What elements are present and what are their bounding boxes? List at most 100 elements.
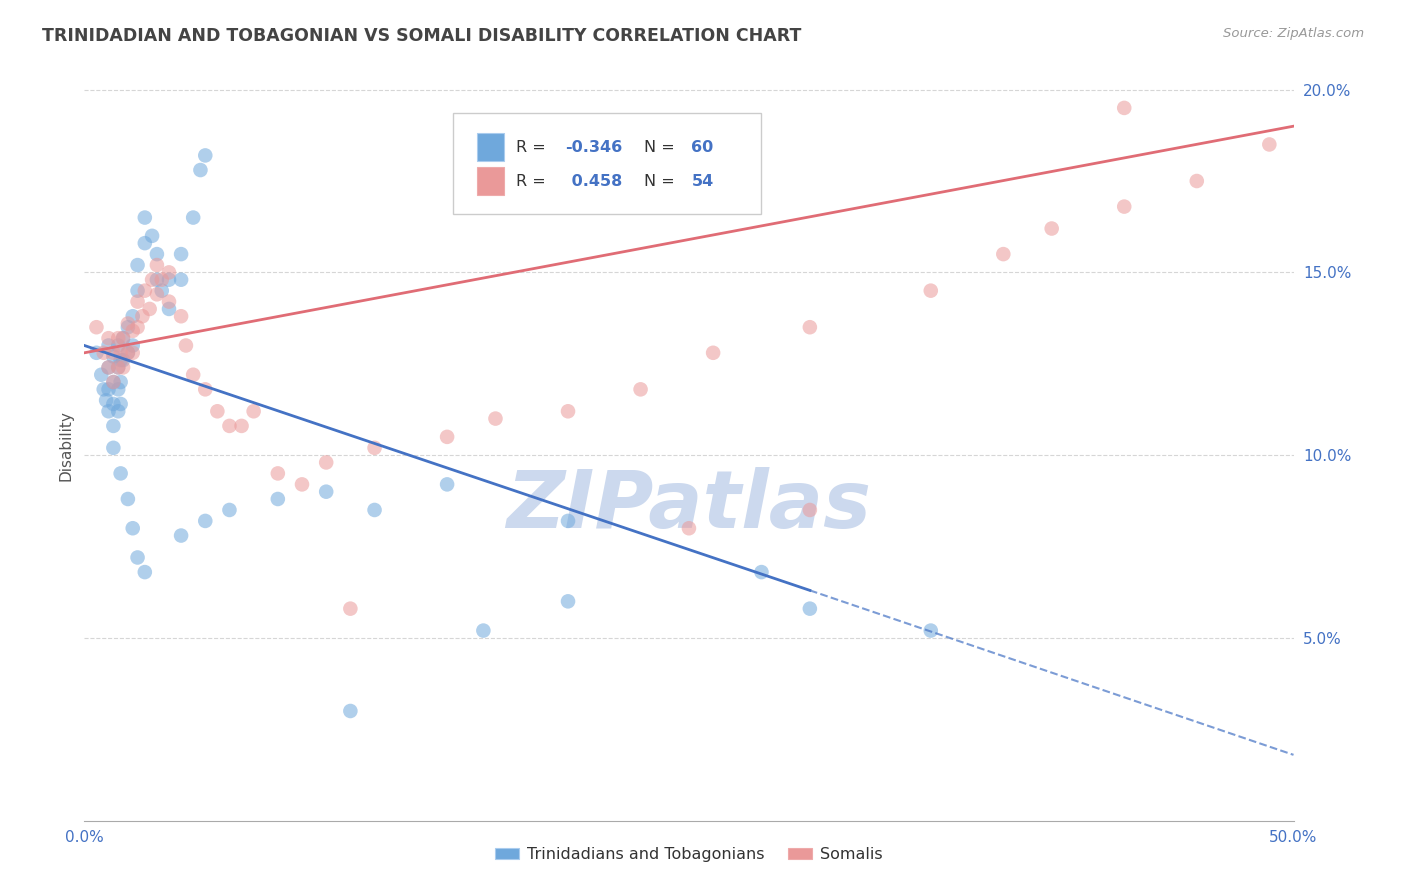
Point bbox=[170, 247, 193, 261]
Point bbox=[146, 247, 169, 261]
Point bbox=[110, 397, 132, 411]
Point bbox=[194, 514, 217, 528]
Point bbox=[150, 273, 173, 287]
Point bbox=[157, 265, 180, 279]
Point bbox=[267, 467, 290, 481]
Point bbox=[630, 382, 652, 396]
Point bbox=[557, 404, 579, 418]
Text: TRINIDADIAN AND TOBAGONIAN VS SOMALI DISABILITY CORRELATION CHART: TRINIDADIAN AND TOBAGONIAN VS SOMALI DIS… bbox=[42, 27, 801, 45]
Point bbox=[103, 418, 125, 433]
Point bbox=[112, 331, 135, 345]
Point bbox=[751, 565, 773, 579]
Point bbox=[702, 346, 724, 360]
Point bbox=[678, 521, 700, 535]
Point bbox=[127, 284, 149, 298]
Point bbox=[107, 338, 129, 352]
Point bbox=[363, 441, 385, 455]
Point bbox=[121, 338, 143, 352]
Point bbox=[920, 284, 942, 298]
FancyBboxPatch shape bbox=[478, 167, 503, 195]
Point bbox=[363, 503, 385, 517]
Point bbox=[339, 601, 361, 615]
Point bbox=[557, 594, 579, 608]
Point bbox=[190, 163, 212, 178]
Text: ZIPatlas: ZIPatlas bbox=[506, 467, 872, 545]
Point bbox=[112, 360, 135, 375]
Point bbox=[799, 601, 821, 615]
FancyBboxPatch shape bbox=[478, 133, 503, 161]
Point bbox=[993, 247, 1015, 261]
Point bbox=[146, 258, 169, 272]
Point bbox=[103, 350, 125, 364]
Point bbox=[157, 294, 180, 309]
Point bbox=[267, 491, 290, 506]
Point bbox=[291, 477, 314, 491]
Point bbox=[920, 624, 942, 638]
Point bbox=[97, 404, 120, 418]
Point bbox=[181, 211, 204, 225]
Point bbox=[103, 441, 125, 455]
FancyBboxPatch shape bbox=[453, 112, 762, 214]
Point bbox=[103, 397, 125, 411]
Point bbox=[110, 353, 132, 368]
Point bbox=[131, 310, 153, 324]
Point bbox=[1185, 174, 1208, 188]
Point bbox=[127, 294, 149, 309]
Point bbox=[134, 565, 156, 579]
Point bbox=[86, 320, 108, 334]
Point bbox=[127, 550, 149, 565]
Point bbox=[93, 382, 115, 396]
Text: R =: R = bbox=[516, 174, 546, 189]
Point bbox=[799, 320, 821, 334]
Point bbox=[107, 404, 129, 418]
Point bbox=[121, 324, 143, 338]
Point bbox=[315, 455, 337, 469]
Point bbox=[1040, 221, 1063, 235]
Point bbox=[141, 228, 163, 243]
Point bbox=[112, 353, 135, 368]
Point bbox=[90, 368, 112, 382]
Point bbox=[93, 346, 115, 360]
Point bbox=[181, 368, 204, 382]
Point bbox=[110, 346, 132, 360]
Point bbox=[134, 211, 156, 225]
Point bbox=[146, 273, 169, 287]
Text: -0.346: -0.346 bbox=[565, 139, 623, 154]
Point bbox=[117, 317, 139, 331]
Point bbox=[1114, 200, 1136, 214]
Point bbox=[107, 360, 129, 375]
Point bbox=[138, 301, 160, 316]
Text: 54: 54 bbox=[692, 174, 714, 189]
Point bbox=[117, 491, 139, 506]
Point bbox=[103, 346, 125, 360]
Point bbox=[127, 258, 149, 272]
Point bbox=[103, 375, 125, 389]
Text: Source: ZipAtlas.com: Source: ZipAtlas.com bbox=[1223, 27, 1364, 40]
Point bbox=[117, 346, 139, 360]
Point bbox=[150, 284, 173, 298]
Point bbox=[242, 404, 264, 418]
Point bbox=[170, 528, 193, 542]
Point bbox=[436, 477, 458, 491]
Point bbox=[472, 624, 495, 638]
Point bbox=[127, 320, 149, 334]
Point bbox=[107, 360, 129, 375]
Point bbox=[339, 704, 361, 718]
Point bbox=[157, 301, 180, 316]
Point bbox=[134, 284, 156, 298]
Point bbox=[315, 484, 337, 499]
Point bbox=[218, 503, 240, 517]
Point bbox=[557, 514, 579, 528]
Point bbox=[97, 360, 120, 375]
Legend: Trinidadians and Tobagonians, Somalis: Trinidadians and Tobagonians, Somalis bbox=[488, 841, 890, 869]
Point bbox=[121, 521, 143, 535]
Point bbox=[97, 338, 120, 352]
Point bbox=[799, 503, 821, 517]
Point bbox=[97, 360, 120, 375]
Point bbox=[112, 331, 135, 345]
Point bbox=[86, 346, 108, 360]
Point bbox=[1258, 137, 1281, 152]
Point bbox=[1114, 101, 1136, 115]
Point bbox=[110, 375, 132, 389]
Y-axis label: Disability: Disability bbox=[58, 410, 73, 482]
